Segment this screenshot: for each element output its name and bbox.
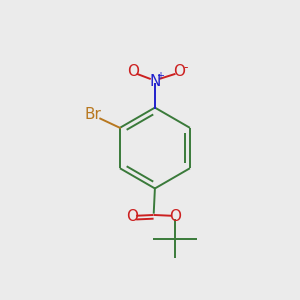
Text: Br: Br: [84, 107, 101, 122]
Text: N: N: [149, 74, 160, 88]
Text: O: O: [169, 209, 181, 224]
Text: O: O: [173, 64, 185, 79]
Text: +: +: [156, 71, 164, 81]
Text: O: O: [127, 64, 139, 79]
Text: -: -: [184, 61, 188, 74]
Text: O: O: [127, 209, 139, 224]
